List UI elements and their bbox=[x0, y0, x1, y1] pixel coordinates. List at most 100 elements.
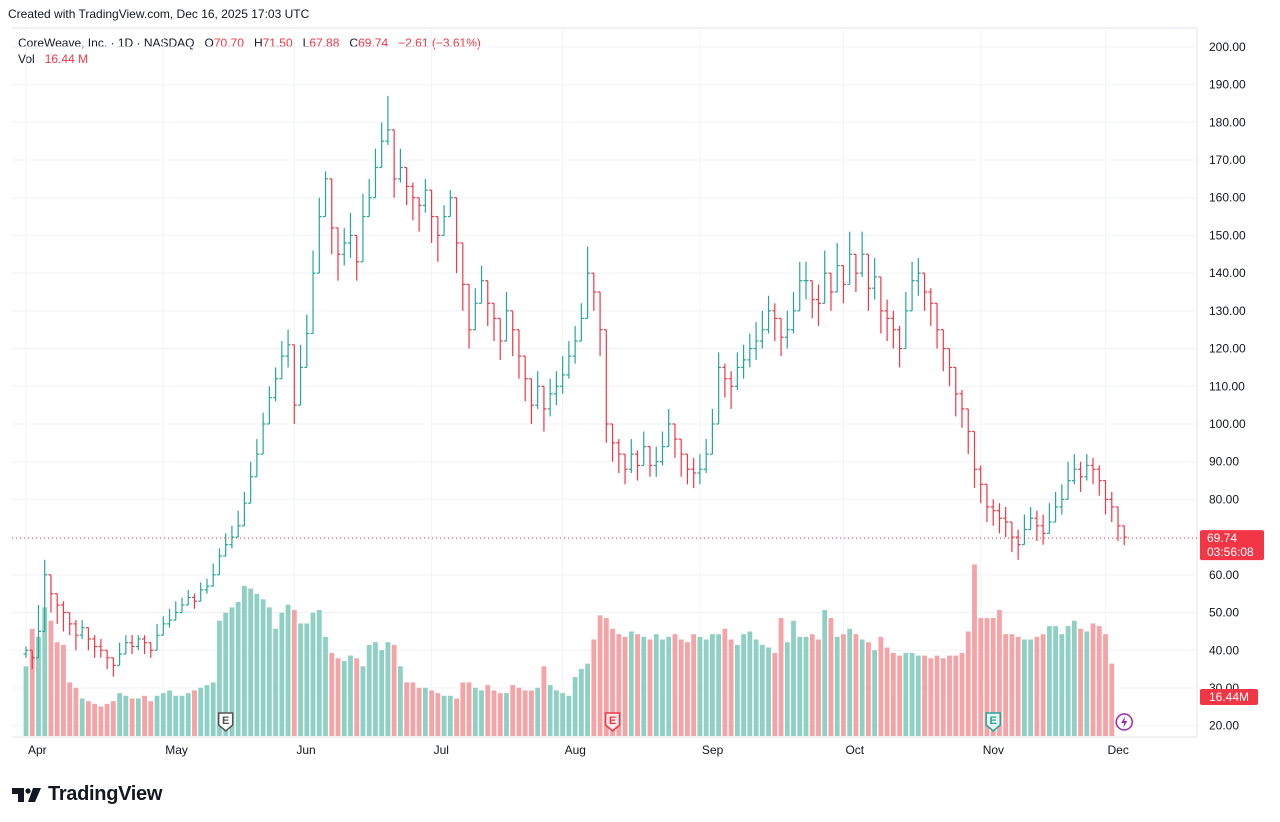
ohlc-bar bbox=[703, 439, 709, 474]
volume-value: 16.44 M bbox=[44, 52, 89, 66]
volume-bar bbox=[223, 612, 229, 736]
volume-bar bbox=[504, 693, 509, 736]
ohlc-bar bbox=[890, 310, 896, 349]
ohlc-bar bbox=[1028, 506, 1034, 531]
volume-bar bbox=[560, 693, 566, 736]
volume-bar bbox=[1096, 626, 1102, 736]
ohlc-bar bbox=[547, 378, 553, 417]
volume-bar bbox=[622, 636, 628, 736]
volume-bar bbox=[86, 701, 91, 736]
volume-bar bbox=[934, 655, 940, 736]
ohlc-bar bbox=[92, 635, 98, 658]
tradingview-wordmark[interactable]: TradingView bbox=[48, 783, 163, 805]
ohlc-bar bbox=[1115, 506, 1121, 541]
ohlc-bar bbox=[1046, 503, 1052, 534]
ohlc-bar bbox=[772, 303, 778, 342]
ohlc-bar bbox=[329, 178, 335, 255]
lightning-marker[interactable] bbox=[1115, 713, 1133, 731]
earnings-marker[interactable]: E bbox=[604, 712, 621, 732]
ohlc-bar bbox=[167, 608, 173, 628]
ohlc-bar bbox=[653, 446, 659, 477]
ohlc-bar bbox=[385, 95, 391, 145]
ohlc-bar bbox=[553, 371, 559, 406]
volume-bar bbox=[335, 658, 341, 736]
ohlc-bar bbox=[759, 310, 765, 349]
volume-bar bbox=[217, 620, 222, 736]
ohlc-bar bbox=[778, 317, 784, 357]
volume-bar bbox=[497, 693, 503, 736]
price-tick-label: 190.00 bbox=[1209, 78, 1246, 92]
close-label: C bbox=[349, 36, 359, 50]
ohlc-bar bbox=[847, 231, 853, 286]
ohlc-bar bbox=[404, 166, 410, 206]
ohlc-bar bbox=[647, 446, 653, 477]
ohlc-bar bbox=[85, 627, 91, 651]
ohlc-bar bbox=[160, 616, 166, 636]
ohlc-bar bbox=[1015, 529, 1021, 560]
ohlc-bar bbox=[797, 261, 803, 312]
volume-bar bbox=[890, 652, 896, 736]
volume-bar bbox=[235, 602, 241, 736]
ohlc-bar bbox=[60, 601, 66, 632]
ohlc-bar bbox=[372, 148, 378, 199]
ohlc-bar bbox=[360, 193, 366, 263]
ohlc-bar bbox=[928, 288, 934, 326]
volume-bar bbox=[204, 685, 210, 736]
volume-bar bbox=[822, 610, 828, 736]
volume-bar bbox=[809, 634, 815, 736]
earnings-marker[interactable]: E bbox=[985, 712, 1001, 732]
volume-bar bbox=[1078, 628, 1083, 736]
price-tick-label: 100.00 bbox=[1209, 417, 1246, 431]
volume-bar bbox=[816, 639, 821, 736]
volume-bar bbox=[878, 636, 884, 736]
ohlc-bar bbox=[984, 483, 990, 523]
volume-bar bbox=[747, 631, 753, 736]
ohlc-bar bbox=[766, 295, 772, 334]
ohlc-bar bbox=[341, 227, 347, 266]
volume-bar bbox=[260, 599, 266, 736]
ohlc-bar bbox=[1059, 484, 1065, 515]
ohlc-bar bbox=[809, 280, 815, 319]
volume-bar bbox=[460, 682, 466, 736]
ohlc-bar bbox=[422, 178, 428, 213]
ohlc-bar bbox=[691, 457, 697, 489]
ohlc-bar bbox=[1103, 479, 1109, 515]
ohlc-bar bbox=[48, 574, 54, 613]
volume-bar bbox=[766, 647, 771, 736]
ohlc-bar bbox=[435, 215, 441, 262]
volume-bar bbox=[329, 652, 335, 736]
ohlc-bar bbox=[859, 231, 865, 277]
ohlc-bar bbox=[1090, 457, 1096, 485]
ohlc-bar bbox=[273, 367, 279, 402]
volume-bar bbox=[385, 642, 391, 736]
volume-bar bbox=[572, 677, 578, 736]
ohlc-bar bbox=[179, 597, 185, 614]
volume-bar bbox=[616, 634, 622, 736]
ohlc-bar bbox=[722, 363, 728, 398]
earnings-marker[interactable]: E bbox=[217, 712, 234, 732]
volume-bar bbox=[254, 593, 260, 736]
volume-bar bbox=[167, 690, 172, 736]
volume-bar bbox=[1003, 634, 1009, 736]
ohlc-bar bbox=[747, 333, 753, 368]
volume-bar bbox=[1071, 620, 1077, 736]
volume-bar bbox=[1028, 639, 1034, 736]
volume-bar bbox=[54, 642, 60, 736]
ohlc-bar bbox=[29, 649, 35, 670]
ohlc-bar bbox=[67, 611, 73, 636]
volume-bar bbox=[360, 666, 366, 736]
ohlc-bar bbox=[903, 291, 909, 350]
ohlc-bar bbox=[154, 623, 160, 651]
volume-bar bbox=[23, 666, 29, 736]
ohlc-bar bbox=[828, 272, 834, 311]
volume-bar bbox=[242, 585, 247, 736]
volume-bar bbox=[1040, 634, 1046, 736]
earnings-icon bbox=[604, 712, 621, 732]
volume-bar bbox=[759, 644, 765, 736]
volume-bar bbox=[1034, 636, 1040, 736]
ohlc-bar bbox=[479, 265, 485, 304]
volume-bar bbox=[67, 682, 73, 736]
volume-bar bbox=[110, 701, 116, 736]
ohlc-bar bbox=[603, 329, 609, 443]
